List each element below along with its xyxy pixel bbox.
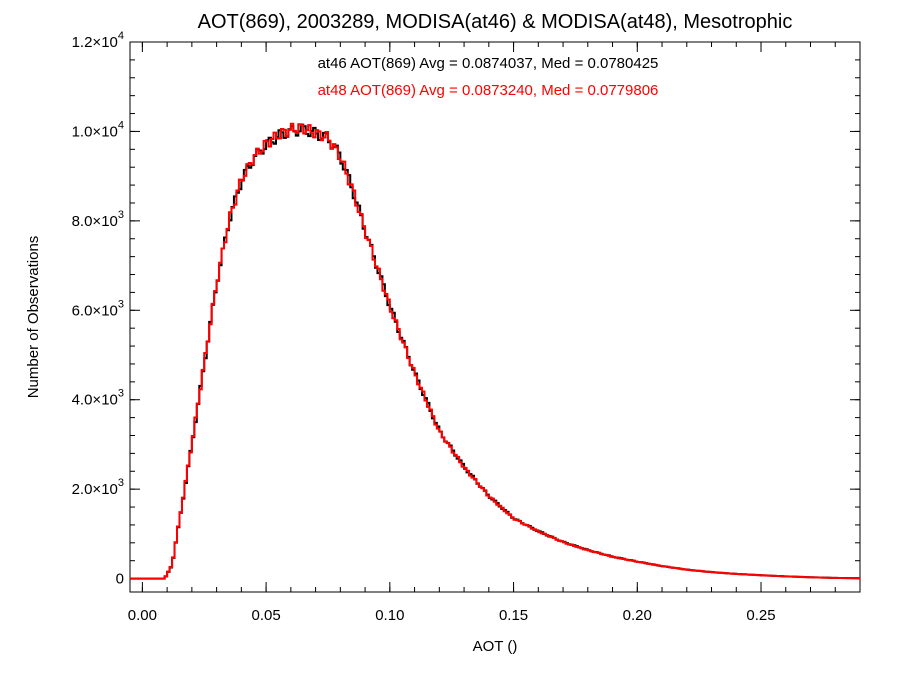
y-tick-labels: 0 2.0×103 4.0×103 6.0×103 8.0×103 1.0×104 1.2×… [72,30,124,588]
y-tick-label: 1.2×104 [72,30,124,51]
y-tick-label: 2.0×103 [72,477,124,498]
x-tick-label: 0.05 [252,607,281,624]
x-tick-label: 0.15 [499,607,528,624]
x-tick-label: 0.00 [128,607,157,624]
x-axis-label: AOT () [473,638,518,655]
y-tick-label: 6.0×103 [72,298,124,319]
series-line-at46 [130,123,860,580]
y-tick-label: 1.0×104 [72,119,124,140]
stats-at46: at46 AOT(869) Avg = 0.0874037, Med = 0.0… [318,55,659,72]
y-tick-label: 4.0×103 [72,388,124,409]
series-layer [130,122,860,580]
axis-ticks [130,41,861,592]
series-line-at48 [130,122,860,580]
y-axis-label: Number of Observations [25,236,42,399]
plot-frame [129,41,861,593]
x-tick-label: 0.25 [746,607,775,624]
x-tick-label: 0.20 [623,607,652,624]
stats-at48: at48 AOT(869) Avg = 0.0873240, Med = 0.0… [318,82,659,99]
y-tick-label: 0 [116,571,124,588]
x-tick-labels: 0.00 0.05 0.10 0.15 0.20 0.25 [128,607,776,624]
chart-title: AOT(869), 2003289, MODISA(at46) & MODISA… [198,11,793,33]
x-tick-label: 0.10 [375,607,404,624]
y-tick-label: 8.0×103 [72,209,124,230]
